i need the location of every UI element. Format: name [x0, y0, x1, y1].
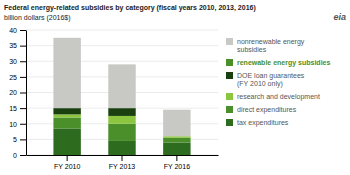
- legend-label: tax expenditures: [237, 119, 289, 127]
- x-tick: FY 2013: [109, 155, 135, 170]
- y-tick-mark: [20, 93, 26, 94]
- legend-item: direct expenditures: [226, 106, 297, 114]
- x-tick-mark: [176, 155, 177, 161]
- legend-label: nonrenewable energysubsidies: [237, 38, 305, 53]
- grid: [26, 30, 218, 155]
- y-tick-label: 5: [13, 136, 17, 143]
- y-tick: 0: [13, 152, 26, 159]
- bar: [108, 64, 135, 108]
- bar: [53, 118, 80, 129]
- bar: [108, 124, 135, 141]
- legend-item: DOE loan guarantees(FY 2010 only): [226, 72, 305, 88]
- legend: nonrenewable energysubsidies renewable en…: [226, 38, 330, 127]
- bar: [53, 128, 80, 155]
- y-tick: 5: [13, 136, 26, 143]
- legend-item: nonrenewable energysubsidies: [226, 38, 305, 53]
- bar: [163, 136, 190, 138]
- legend-item: tax expenditures: [226, 119, 289, 127]
- x-tick-label: FY 2016: [164, 163, 190, 170]
- y-axis: 0 5 10 15 20 25 30 35 40: [9, 27, 26, 159]
- y-tick-mark: [20, 108, 26, 109]
- x-tick-mark: [67, 155, 68, 161]
- bar: [108, 116, 135, 124]
- legend-swatch: [226, 59, 233, 66]
- y-tick: 25: [9, 74, 26, 81]
- series: [53, 108, 135, 116]
- plot: 0 5 10 15 20 25 30 35 40 FY 2010 FY 2013 FY 2016: [9, 27, 218, 170]
- logo: eia: [333, 12, 346, 22]
- x-tick-label: FY 2010: [54, 163, 80, 170]
- y-tick-mark: [20, 77, 26, 78]
- y-tick-mark: [20, 155, 26, 156]
- legend-label: research and development: [237, 93, 320, 101]
- y-tick-label: 20: [9, 89, 17, 96]
- bar: [53, 114, 80, 117]
- x-axis: FY 2010 FY 2013 FY 2016: [27, 155, 219, 170]
- y-tick-mark: [20, 124, 26, 125]
- legend-swatch: [226, 106, 233, 113]
- legend-label: renewable energy subsidies: [237, 59, 330, 67]
- legend-item: renewable energy subsidies: [226, 59, 330, 67]
- bar: [108, 141, 135, 155]
- bars: [53, 38, 190, 155]
- bar: [108, 108, 135, 116]
- x-tick-label: FY 2013: [109, 163, 135, 170]
- y-tick-mark: [20, 30, 26, 31]
- grid-line: [26, 30, 218, 31]
- y-tick: 30: [9, 58, 26, 65]
- series: [53, 38, 190, 136]
- y-tick-label: 15: [9, 105, 17, 112]
- legend-swatch: [226, 93, 233, 100]
- y-tick-label: 25: [9, 74, 17, 81]
- subtitle: billion dollars (2016$): [4, 14, 71, 22]
- bar: [163, 138, 190, 143]
- y-tick-label: 40: [9, 27, 17, 34]
- y-tick-mark: [20, 46, 26, 47]
- y-tick: 20: [9, 89, 26, 96]
- x-tick: FY 2010: [54, 155, 80, 170]
- bar: [163, 110, 190, 137]
- y-tick: 15: [9, 105, 26, 112]
- legend-label: direct expenditures: [237, 106, 297, 114]
- y-tick: 40: [9, 27, 26, 34]
- legend-label: DOE loan guarantees(FY 2010 only): [237, 72, 305, 88]
- y-tick-label: 10: [9, 120, 17, 127]
- x-tick: FY 2016: [164, 155, 190, 170]
- bar: [163, 143, 190, 156]
- y-axis-line: [26, 31, 27, 156]
- y-tick: 10: [9, 120, 26, 127]
- y-tick-label: 35: [9, 42, 17, 49]
- legend-swatch: [226, 119, 233, 126]
- y-tick-label: 0: [13, 152, 17, 159]
- y-tick: 35: [9, 42, 26, 49]
- legend-swatch: [226, 38, 233, 45]
- chart-container: Federal energy-related subsidies by cate…: [0, 0, 350, 175]
- y-tick-mark: [20, 61, 26, 62]
- chart-svg: Federal energy-related subsidies by cate…: [0, 0, 350, 175]
- bar: [53, 108, 80, 114]
- title: Federal energy-related subsidies by cate…: [4, 4, 256, 12]
- x-tick-mark: [122, 155, 123, 161]
- y-tick-label: 30: [9, 58, 17, 65]
- bar: [53, 38, 80, 108]
- legend-item: research and development: [226, 93, 320, 101]
- legend-swatch: [226, 72, 233, 79]
- y-tick-mark: [20, 139, 26, 140]
